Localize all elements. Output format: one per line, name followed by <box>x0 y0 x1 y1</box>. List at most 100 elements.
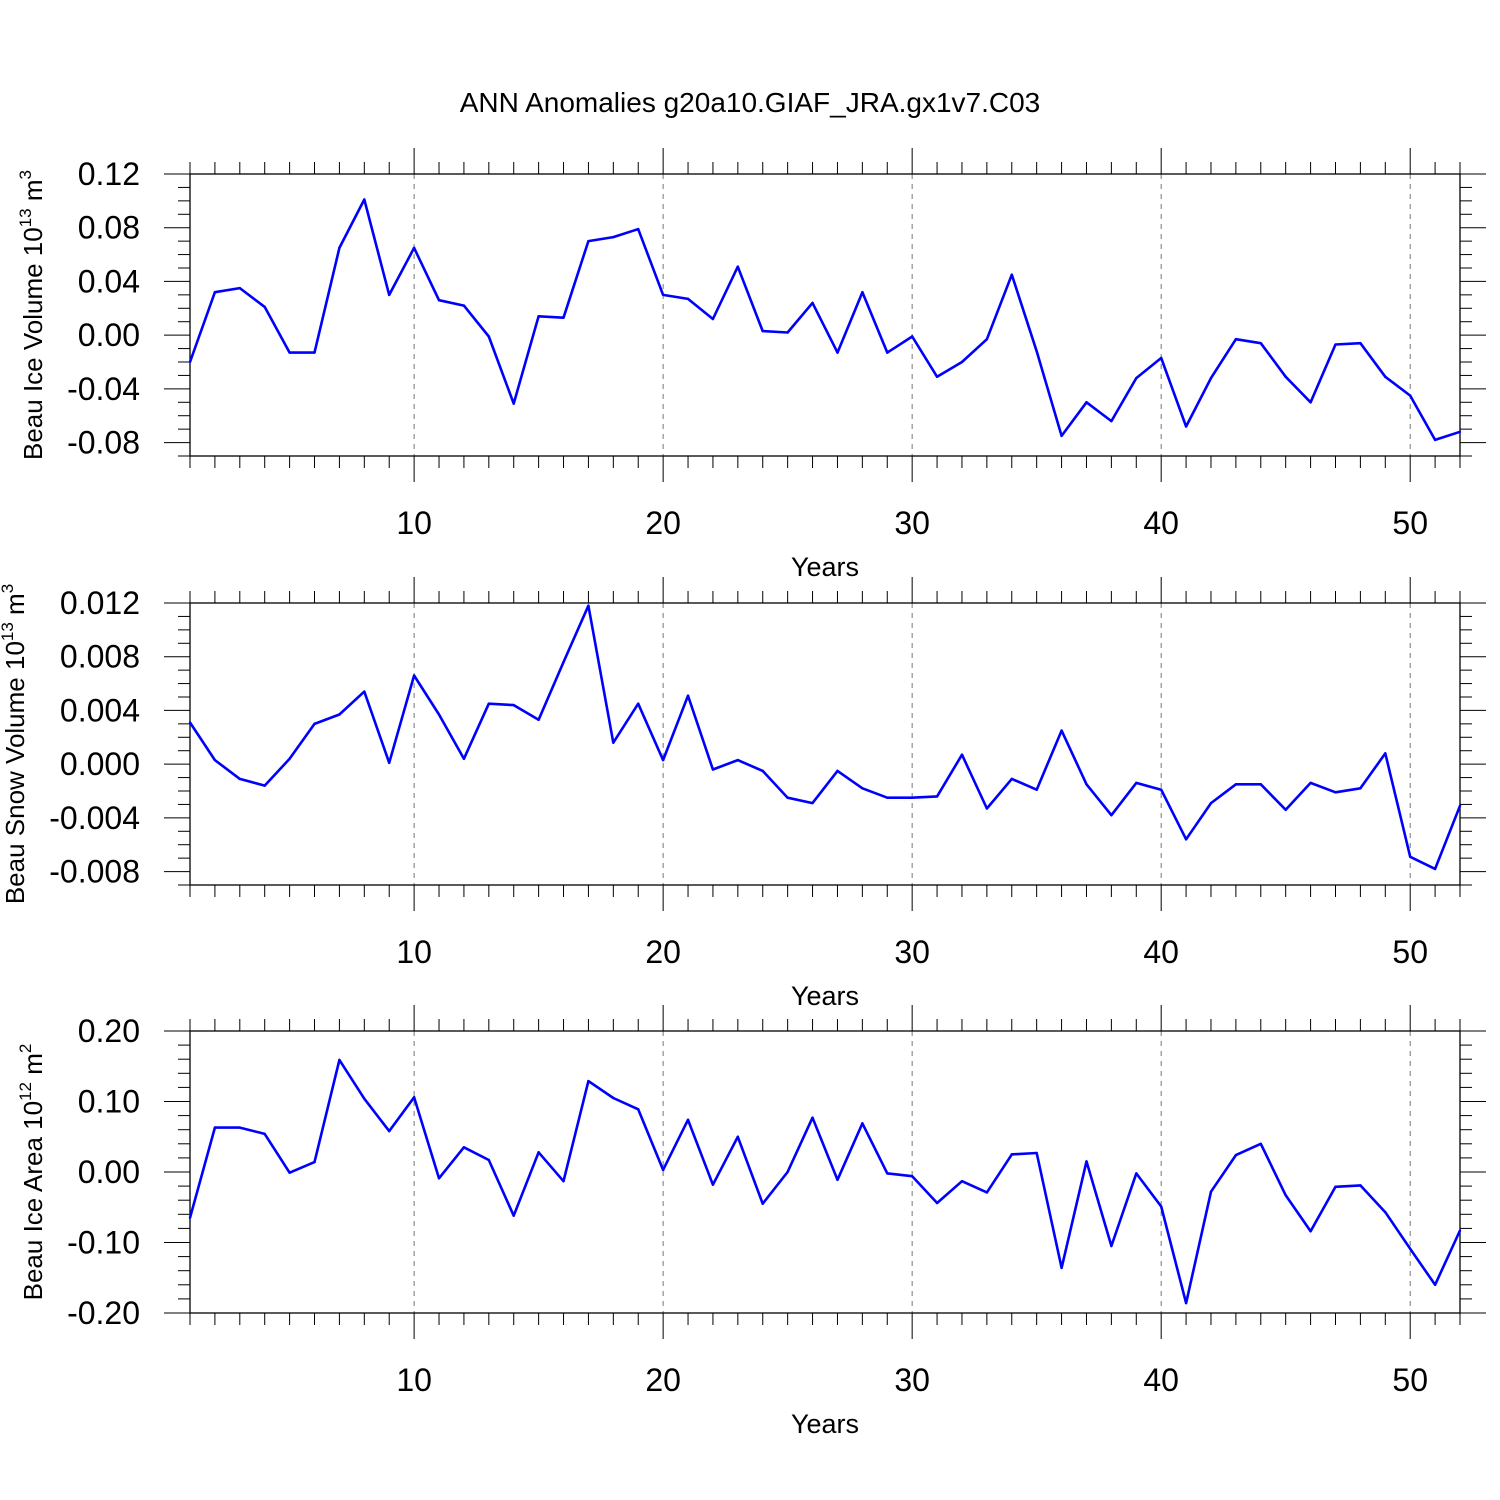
y-tick-label: 0.004 <box>60 692 140 728</box>
data-point <box>736 1135 740 1138</box>
data-point <box>412 674 416 677</box>
data-point <box>686 1118 690 1122</box>
data-point <box>1209 1190 1213 1193</box>
x-tick-label: 20 <box>645 934 681 970</box>
data-point <box>761 329 764 333</box>
y-tick-label: -0.04 <box>67 371 140 407</box>
data-point <box>637 1108 640 1111</box>
figure-title: ANN Anomalies g20a10.GIAF_JRA.gx1v7.C03 <box>460 87 1041 118</box>
data-point <box>861 787 864 790</box>
data-point <box>1433 1283 1437 1287</box>
data-point <box>836 351 839 354</box>
x-tick-label: 30 <box>894 1362 930 1398</box>
data-point <box>1085 783 1088 786</box>
x-tick-label: 20 <box>645 1362 681 1398</box>
data-point <box>562 660 565 664</box>
y-tick-label: -0.10 <box>67 1225 140 1261</box>
data-point <box>910 1175 914 1178</box>
x-tick-label: 10 <box>396 505 432 541</box>
plot-frame <box>189 173 1461 457</box>
data-point <box>1184 425 1188 428</box>
plot-frame <box>189 602 1461 886</box>
data-point <box>736 265 740 268</box>
data-point <box>661 1168 665 1172</box>
data-point <box>1359 787 1362 790</box>
x-axis-label: Years <box>791 981 859 1011</box>
y-tick-label: 0.00 <box>78 1154 140 1190</box>
data-point <box>1384 375 1387 378</box>
plot-frame <box>189 1030 1461 1314</box>
y-tick-label: -0.008 <box>49 854 140 890</box>
data-point <box>1010 777 1013 781</box>
y-tick-label: 0.20 <box>78 1013 140 1049</box>
data-point <box>612 741 615 744</box>
data-point <box>587 1079 590 1083</box>
y-tick-label: 0.00 <box>78 317 140 353</box>
data-point <box>960 1179 964 1183</box>
data-point <box>1334 1185 1337 1189</box>
x-tick-label: 20 <box>645 505 681 541</box>
x-tick-label: 50 <box>1392 934 1428 970</box>
data-point <box>437 1177 441 1180</box>
data-point <box>1359 342 1362 345</box>
data-point <box>637 702 640 705</box>
data-point <box>462 1146 466 1149</box>
data-point <box>1458 1229 1462 1232</box>
data-point <box>661 758 665 762</box>
data-point <box>1184 1301 1188 1305</box>
data-point <box>861 290 864 294</box>
data-point <box>1408 1247 1412 1251</box>
data-point <box>811 801 814 805</box>
data-point <box>288 351 291 354</box>
data-point <box>1334 791 1337 794</box>
data-point <box>711 317 715 321</box>
data-point <box>1110 813 1113 817</box>
data-point <box>238 1126 242 1129</box>
series-line-1 <box>188 604 1462 871</box>
x-tick-label: 30 <box>894 934 930 970</box>
data-point <box>363 690 366 693</box>
data-point <box>213 290 217 294</box>
data-point <box>238 286 242 290</box>
data-point <box>412 1096 416 1099</box>
data-point <box>437 299 441 302</box>
data-point <box>910 796 914 799</box>
x-tick-label: 50 <box>1392 505 1428 541</box>
x-axis-label: Years <box>791 552 859 582</box>
data-point <box>1035 350 1038 353</box>
x-tick-label: 40 <box>1143 934 1179 970</box>
data-point <box>1135 781 1138 785</box>
data-point <box>1060 434 1063 438</box>
data-point <box>711 768 715 771</box>
data-point <box>313 351 316 354</box>
data-point <box>736 758 740 762</box>
data-point <box>786 796 789 799</box>
data-point <box>1234 337 1238 341</box>
data-point <box>1035 788 1038 791</box>
y-axis-label: Beau Ice Volume 1013 m3 <box>16 170 48 460</box>
data-point <box>1159 356 1163 360</box>
data-point <box>512 1214 515 1217</box>
data-point <box>1159 1205 1163 1208</box>
data-point <box>1085 401 1088 404</box>
data-point <box>1309 1230 1312 1233</box>
data-point <box>960 360 964 364</box>
data-point <box>861 1122 864 1125</box>
data-point <box>1284 375 1287 378</box>
x-tick-label: 40 <box>1143 1362 1179 1398</box>
data-point <box>363 1097 366 1100</box>
x-axis-label: Years <box>791 1409 859 1439</box>
x-tick-label: 40 <box>1143 505 1179 541</box>
data-point <box>512 703 515 707</box>
data-point <box>910 335 914 338</box>
chart-panel-3: 10 20 30 40 50 Years 0.20 0.10 0.00 -0.10 -0.20 Bea… <box>16 1005 1486 1439</box>
y-tick-label: 0.10 <box>78 1084 140 1120</box>
data-point <box>487 1158 491 1162</box>
data-point <box>1384 752 1387 755</box>
data-point <box>711 1183 715 1186</box>
data-point <box>1234 783 1238 786</box>
y-tick-label: 0.04 <box>78 263 140 299</box>
x-tick-label: 10 <box>396 1362 432 1398</box>
x-tick-label: 30 <box>894 505 930 541</box>
data-point <box>1060 1266 1063 1270</box>
